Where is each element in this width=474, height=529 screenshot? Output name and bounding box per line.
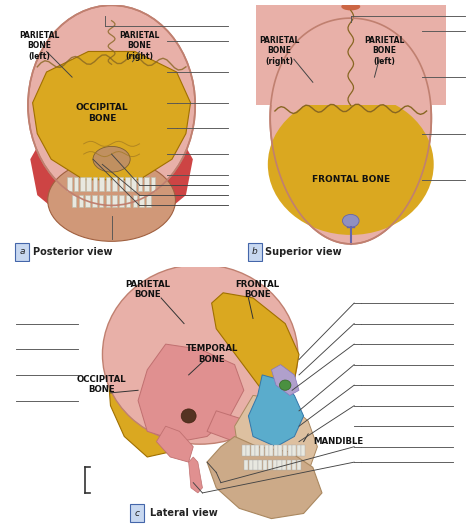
Bar [67,177,72,191]
Bar [292,445,296,455]
Bar [256,0,446,105]
Text: OCCIPITAL
BONE: OCCIPITAL BONE [76,375,126,394]
Text: TEMPORAL
BONE: TEMPORAL BONE [185,344,238,363]
Text: MANDIBLE: MANDIBLE [313,437,363,446]
Ellipse shape [268,94,434,235]
Bar [287,460,291,470]
Bar [144,177,149,191]
Bar [79,195,83,207]
Bar [118,177,123,191]
Bar [288,445,292,455]
Text: PARIETAL
BONE
(left): PARIETAL BONE (left) [19,31,60,61]
Bar [273,460,277,470]
Bar [255,445,259,455]
Ellipse shape [342,214,359,227]
Ellipse shape [93,147,130,172]
Polygon shape [272,364,299,396]
Bar [86,177,91,191]
Bar [263,460,267,470]
Bar [131,177,136,191]
Text: OCCIPITAL
BONE: OCCIPITAL BONE [76,103,128,123]
Bar [260,445,264,455]
Bar [246,445,250,455]
Bar [249,460,253,470]
Bar [297,460,301,470]
Text: PARIETAL
BONE
(right): PARIETAL BONE (right) [259,36,300,66]
FancyBboxPatch shape [15,243,29,261]
Ellipse shape [341,3,360,11]
Bar [258,460,263,470]
Bar [297,445,301,455]
Polygon shape [33,51,191,180]
FancyBboxPatch shape [247,243,262,261]
Text: Lateral view: Lateral view [150,508,217,518]
Bar [273,445,278,455]
Ellipse shape [102,264,298,444]
Polygon shape [211,293,299,396]
Text: PARIETAL
BONE
(left): PARIETAL BONE (left) [364,36,404,66]
Bar [126,195,130,207]
Bar [85,195,90,207]
Bar [80,177,85,191]
Bar [99,177,104,191]
Bar [106,195,110,207]
Polygon shape [207,436,322,518]
Ellipse shape [280,380,291,390]
Text: FRONTAL
BONE: FRONTAL BONE [236,280,280,299]
Bar [283,460,286,470]
Bar [268,460,272,470]
Bar [72,195,76,207]
Text: b: b [252,247,258,256]
Bar [125,177,129,191]
Bar [244,460,248,470]
Polygon shape [138,344,244,442]
Bar [151,177,155,191]
Bar [269,445,273,455]
Polygon shape [30,139,88,211]
Bar [112,195,117,207]
Text: a: a [19,247,25,256]
Bar [301,445,305,455]
Bar [99,195,103,207]
Bar [106,177,110,191]
Bar [264,445,269,455]
Bar [251,445,255,455]
Bar [73,177,78,191]
Text: c: c [135,509,139,518]
Bar [139,195,144,207]
Text: PARIETAL
BONE: PARIETAL BONE [125,280,170,299]
Polygon shape [156,426,193,462]
Bar [278,445,283,455]
FancyBboxPatch shape [130,505,144,523]
Text: Superior view: Superior view [265,247,342,257]
Bar [254,460,257,470]
Polygon shape [270,18,431,244]
Text: PARIETAL
BONE
(right): PARIETAL BONE (right) [119,31,160,61]
Text: FRONTAL BONE: FRONTAL BONE [312,175,390,184]
Text: Posterior view: Posterior view [33,247,112,257]
Bar [133,195,137,207]
Polygon shape [108,318,184,457]
Bar [242,445,246,455]
Polygon shape [248,375,304,446]
Polygon shape [189,457,202,493]
Polygon shape [235,396,318,482]
Polygon shape [207,411,290,446]
Bar [92,195,97,207]
Ellipse shape [181,409,196,423]
Ellipse shape [28,5,195,205]
Polygon shape [135,139,193,211]
Bar [283,445,287,455]
Bar [119,195,124,207]
Bar [112,177,117,191]
Bar [292,460,296,470]
Bar [93,177,98,191]
Bar [277,460,282,470]
Bar [146,195,151,207]
Ellipse shape [48,159,175,241]
Bar [138,177,143,191]
